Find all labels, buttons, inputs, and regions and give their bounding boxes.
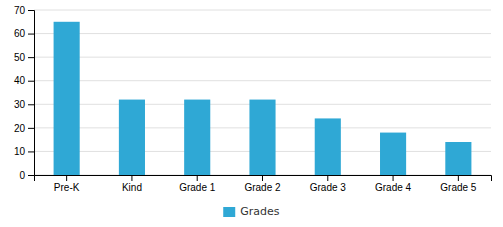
bar	[54, 22, 80, 175]
y-tick: 10	[14, 146, 34, 157]
y-tick-mark	[28, 151, 34, 152]
x-tick: Grade 3	[310, 175, 347, 193]
chart: 0 10 20 30 40 50 60 70 Pre-K Kind Grade 1 Grade 2 Gr…	[0, 0, 503, 227]
x-tick-mark	[197, 175, 198, 181]
grid-line	[34, 80, 491, 81]
y-tick: 60	[14, 28, 34, 39]
x-tick-mark	[458, 175, 459, 181]
y-tick-mark	[28, 10, 34, 11]
grid-line	[34, 57, 491, 58]
y-tick-label: 60	[14, 28, 26, 39]
x-axis-line	[35, 176, 492, 182]
bar	[119, 100, 145, 175]
x-tick-label: Grade 2	[244, 182, 281, 193]
y-tick: 50	[14, 52, 34, 63]
x-tick-label: Grade 1	[179, 182, 216, 193]
y-tick-mark	[28, 57, 34, 58]
x-tick: Grade 1	[179, 175, 216, 193]
x-axis: Pre-K Kind Grade 1 Grade 2 Grade 3 Grade 4 Gra…	[35, 175, 492, 193]
bar	[315, 118, 341, 175]
y-tick-label: 10	[14, 146, 26, 157]
y-tick-label: 70	[14, 5, 26, 16]
y-tick-mark	[28, 175, 34, 176]
y-tick-label: 40	[14, 75, 26, 86]
legend-swatch	[223, 207, 235, 217]
y-tick: 0	[19, 170, 34, 181]
x-tick: Grade 2	[244, 175, 281, 193]
bar	[249, 100, 275, 175]
x-tick: Pre-K	[54, 175, 80, 193]
y-axis-line	[28, 11, 35, 176]
legend-label: Grades	[240, 205, 280, 218]
grid-line	[34, 33, 491, 34]
x-tick: Grade 4	[375, 175, 412, 193]
x-tick-label: Kind	[122, 182, 142, 193]
y-tick-label: 50	[14, 52, 26, 63]
y-axis: 0 10 20 30 40 50 60 70	[14, 5, 35, 181]
bars	[54, 22, 472, 175]
bar	[184, 100, 210, 175]
x-tick: Grade 5	[440, 175, 477, 193]
y-tick: 40	[14, 75, 34, 86]
bar	[445, 142, 471, 175]
y-tick-label: 20	[14, 123, 26, 134]
grid	[34, 10, 491, 175]
legend-item: Grades	[223, 205, 280, 218]
x-tick: Kind	[122, 175, 142, 193]
x-tick-mark	[131, 175, 132, 181]
bar	[380, 133, 406, 175]
y-tick: 30	[14, 99, 34, 110]
x-tick-mark	[393, 175, 394, 181]
y-tick-label: 0	[19, 170, 25, 181]
y-tick-mark	[28, 128, 34, 129]
legend: Grades	[223, 205, 280, 218]
x-tick-label: Pre-K	[54, 182, 80, 193]
x-tick-label: Grade 5	[440, 182, 477, 193]
x-tick-mark	[262, 175, 263, 181]
x-tick-label: Grade 4	[375, 182, 412, 193]
y-tick: 70	[14, 5, 34, 16]
x-tick-label: Grade 3	[310, 182, 347, 193]
y-tick-mark	[28, 34, 34, 35]
y-tick: 20	[14, 123, 34, 134]
x-tick-mark	[327, 175, 328, 181]
plot: 0 10 20 30 40 50 60 70 Pre-K Kind Grade 1 Grade 2 Gr…	[14, 5, 492, 193]
y-tick-mark	[28, 81, 34, 82]
y-tick-mark	[28, 104, 34, 105]
y-tick-label: 30	[14, 99, 26, 110]
grid-line	[34, 10, 491, 11]
x-tick-mark	[66, 175, 67, 181]
